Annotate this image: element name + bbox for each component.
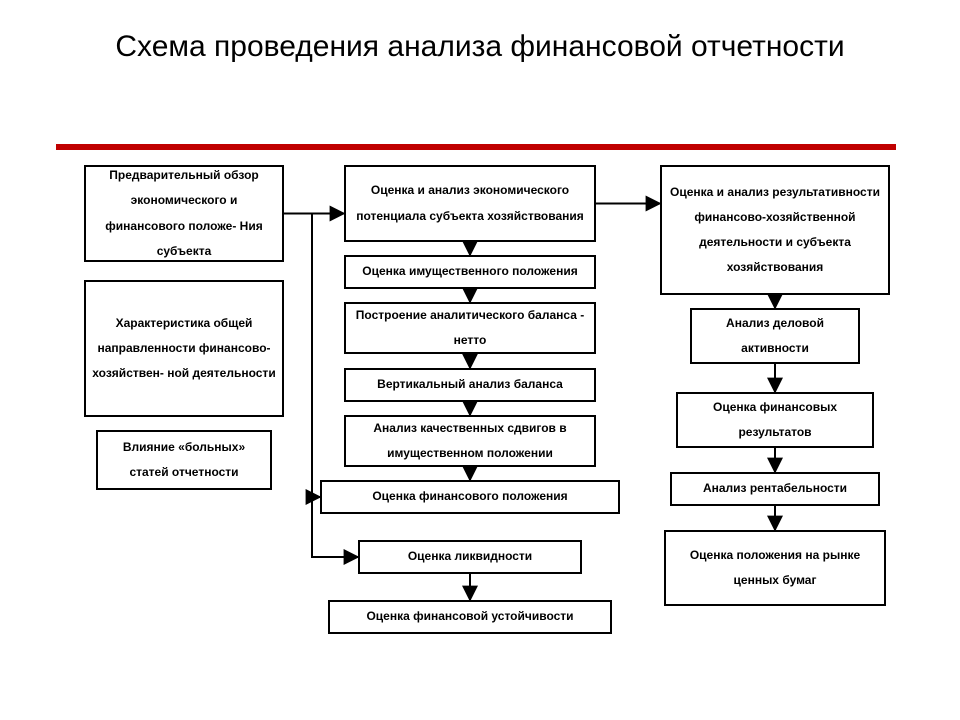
flowchart-node: Оценка имущественного положения bbox=[344, 255, 596, 289]
flowchart-node: Анализ рентабельности bbox=[670, 472, 880, 506]
flowchart-node: Анализ качественных сдвигов в имуществен… bbox=[344, 415, 596, 467]
flowchart-node: Характеристика общей направленности фина… bbox=[84, 280, 284, 417]
flowchart-node: Оценка финансовой устойчивости bbox=[328, 600, 612, 634]
flowchart-node: Оценка ликвидности bbox=[358, 540, 582, 574]
flowchart-node: Оценка и анализ результативности финансо… bbox=[660, 165, 890, 295]
page-title: Схема проведения анализа финансовой отче… bbox=[0, 0, 960, 84]
flowchart-node: Предварительный обзор экономического и ф… bbox=[84, 165, 284, 262]
flowchart-node: Оценка финансовых результатов bbox=[676, 392, 874, 448]
flowchart-node: Оценка положения на рынке ценных бумаг bbox=[664, 530, 886, 606]
red-divider bbox=[56, 144, 896, 150]
flowchart-node: Влияние «больных» статей отчетности bbox=[96, 430, 272, 490]
flowchart-node: Оценка финансового положения bbox=[320, 480, 620, 514]
flowchart-node: Вертикальный анализ баланса bbox=[344, 368, 596, 402]
flowchart-node: Анализ деловой активности bbox=[690, 308, 860, 364]
flowchart-node: Оценка и анализ экономического потенциал… bbox=[344, 165, 596, 242]
flowchart-node: Построение аналитического баланса - нетт… bbox=[344, 302, 596, 354]
